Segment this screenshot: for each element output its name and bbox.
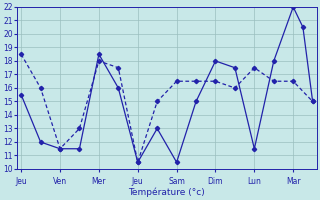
X-axis label: Température (°c): Température (°c) [129,187,205,197]
